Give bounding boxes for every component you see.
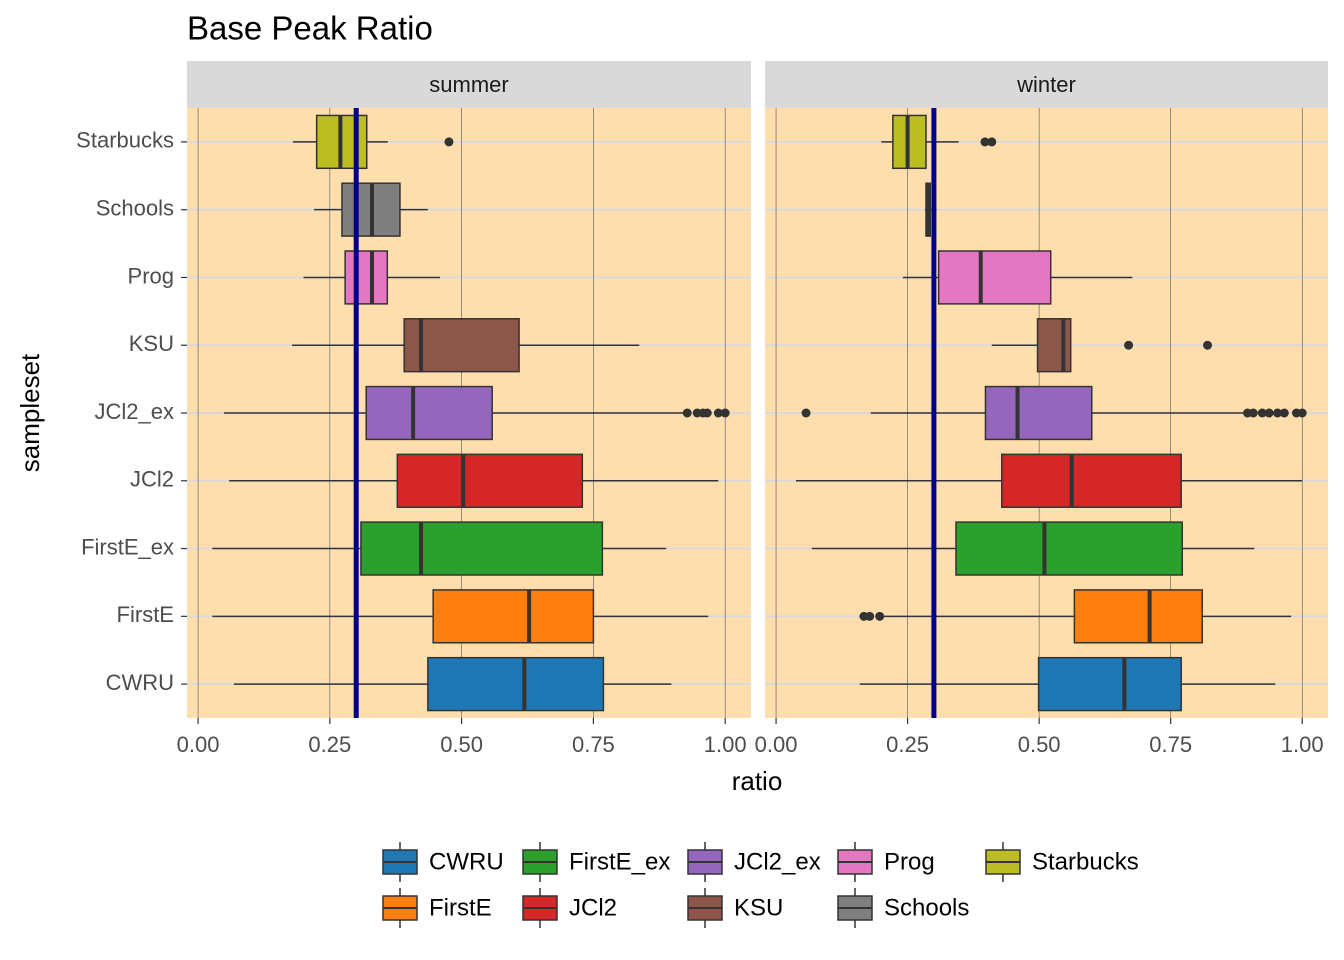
outlier <box>1279 408 1289 418</box>
box <box>1037 656 1182 712</box>
strip-background <box>187 61 751 108</box>
strip-background <box>765 61 1328 108</box>
box <box>1001 453 1182 508</box>
x-tick-label: 0.50 <box>1018 732 1061 757</box>
y-tick-label: FirstE <box>117 602 174 627</box>
y-tick-label: KSU <box>129 331 174 356</box>
box <box>955 521 1184 576</box>
y-axis-title: sampleset <box>15 353 45 472</box>
strip-label: winter <box>1016 72 1076 97</box>
legend-label: FirstE_ex <box>569 848 670 875</box>
outlier <box>1257 408 1267 418</box>
legend-label: Schools <box>884 894 969 921</box>
box <box>427 656 605 712</box>
legend-label: FirstE <box>429 894 492 921</box>
outlier <box>1264 408 1274 418</box>
box <box>1073 589 1203 644</box>
y-tick-label: JCl2_ex <box>95 399 174 424</box>
outlier <box>1124 340 1134 350</box>
legend-label: JCl2 <box>569 894 617 921</box>
outlier <box>713 408 723 418</box>
strip-label: summer <box>429 72 508 97</box>
box <box>937 250 1052 305</box>
box <box>432 589 595 644</box>
legend-label: JCl2_ex <box>734 848 821 875</box>
outlier <box>1272 408 1282 418</box>
y-tick-label: JCl2 <box>130 467 174 492</box>
legend-label: KSU <box>734 894 783 921</box>
x-tick-label: 1.00 <box>704 732 747 757</box>
outlier <box>1248 408 1258 418</box>
x-tick-label: 0.75 <box>1149 732 1192 757</box>
outlier <box>987 137 997 147</box>
box <box>984 385 1093 441</box>
outlier <box>875 611 885 621</box>
y-tick-label: Schools <box>96 195 174 220</box>
outlier <box>865 611 875 621</box>
legend-label: Prog <box>884 848 935 875</box>
x-tick-label: 0.50 <box>440 732 483 757</box>
chart-title: Base Peak Ratio <box>187 10 433 47</box>
x-tick-label: 0.00 <box>177 732 220 757</box>
outlier <box>702 408 712 418</box>
outlier <box>980 137 990 147</box>
box <box>344 250 389 305</box>
y-tick-label: CWRU <box>106 670 174 695</box>
box <box>365 385 493 441</box>
x-tick-label: 0.25 <box>886 732 929 757</box>
x-axis-title: ratio <box>732 766 783 796</box>
x-tick-label: 1.00 <box>1281 732 1324 757</box>
outlier <box>1203 340 1213 350</box>
legend-label: CWRU <box>429 848 504 875</box>
x-tick-label: 0.25 <box>308 732 351 757</box>
outlier <box>682 408 692 418</box>
outlier <box>444 137 454 147</box>
outlier <box>1297 408 1307 418</box>
box <box>1036 318 1072 373</box>
y-tick-label: Prog <box>128 263 174 288</box>
y-tick-label: FirstE_ex <box>81 534 174 559</box>
box <box>396 453 584 508</box>
box <box>403 318 520 373</box>
legend-label: Starbucks <box>1032 848 1139 875</box>
y-tick-label: Starbucks <box>76 128 174 153</box>
outlier <box>720 408 730 418</box>
outlier <box>801 408 811 418</box>
x-tick-label: 0.00 <box>755 732 798 757</box>
x-tick-label: 0.75 <box>572 732 615 757</box>
box <box>360 521 604 576</box>
